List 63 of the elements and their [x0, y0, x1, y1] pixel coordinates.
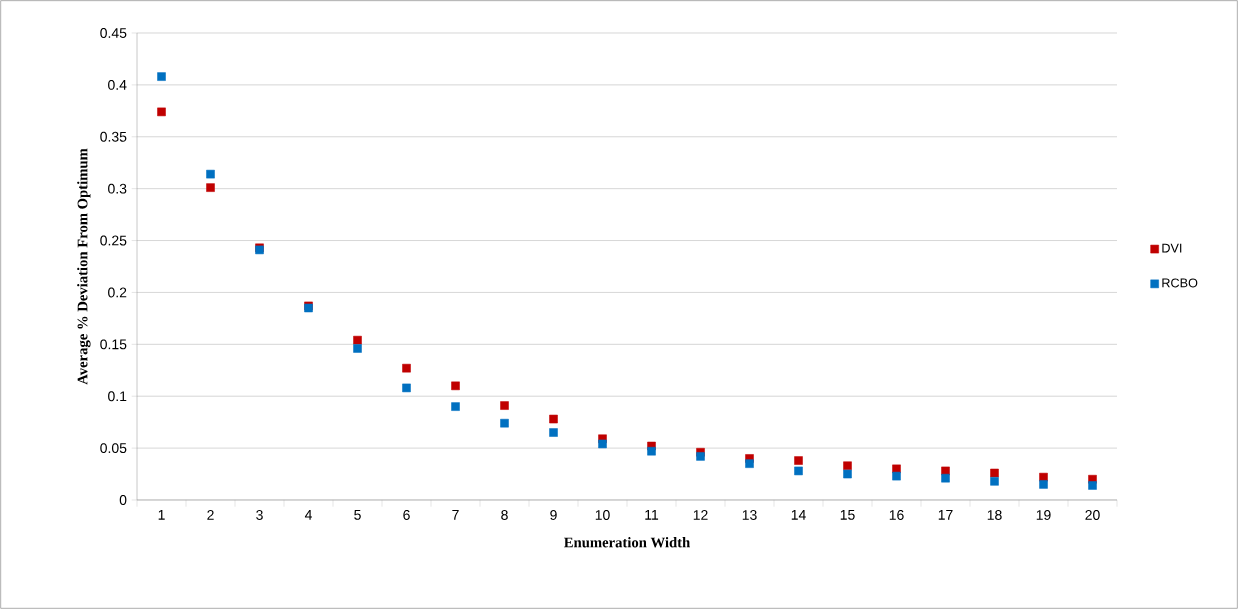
y-tick-label: 0 — [119, 495, 127, 505]
point — [157, 72, 166, 81]
point — [696, 452, 705, 461]
y-tick-label: 0.4 — [108, 79, 127, 90]
point — [1039, 480, 1048, 489]
point — [549, 414, 558, 424]
point — [451, 402, 460, 411]
point — [941, 473, 950, 483]
x-tick-label: 3 — [256, 510, 263, 520]
x-tick-label: 8 — [501, 510, 508, 520]
point — [647, 446, 656, 456]
x-tick-label: 15 — [840, 510, 855, 520]
x-tick-label: 10 — [595, 510, 610, 520]
point — [549, 428, 558, 437]
legend-label: DVI — [1162, 243, 1182, 253]
x-tick-label: 1 — [158, 510, 165, 520]
y-tick-label: 0.05 — [100, 443, 127, 454]
x-tick-label: 4 — [304, 510, 312, 520]
x-tick-label: 2 — [207, 510, 214, 520]
point — [402, 363, 411, 373]
y-axis-title: Average % Deviation From Optimum — [77, 148, 91, 385]
x-tick-label: 14 — [791, 510, 806, 520]
point — [598, 439, 607, 449]
x-tick-label: 7 — [452, 510, 459, 520]
x-tick-label: 13 — [742, 510, 757, 520]
y-tick-label: 0.15 — [100, 339, 127, 350]
point — [941, 466, 950, 476]
x-tick-label: 19 — [1036, 510, 1051, 520]
point — [157, 107, 166, 117]
x-tick-label: 20 — [1085, 510, 1100, 520]
point — [402, 383, 411, 393]
point — [206, 169, 215, 179]
x-tick-label: 18 — [987, 510, 1002, 520]
point — [990, 477, 999, 486]
point — [892, 471, 901, 481]
point — [500, 418, 509, 428]
x-tick-label: 16 — [889, 510, 904, 520]
point — [353, 335, 362, 345]
x-tick-label: 5 — [354, 510, 361, 520]
y-tick-label: 0.35 — [100, 131, 127, 142]
y-tick-label: 0.2 — [108, 287, 127, 298]
point — [745, 459, 754, 468]
point — [206, 183, 215, 192]
point — [843, 461, 852, 471]
y-tick-label: 0.45 — [100, 28, 127, 38]
point — [794, 456, 803, 465]
point — [843, 469, 852, 479]
point — [451, 381, 460, 391]
x-axis-title: Enumeration Width — [564, 537, 690, 548]
point — [353, 344, 362, 353]
legend-label: RCBO — [1162, 278, 1198, 288]
x-tick-label: 11 — [645, 510, 659, 520]
y-tick-label: 0.25 — [100, 235, 127, 246]
point — [500, 401, 509, 410]
point — [990, 468, 999, 478]
x-tick-label: 6 — [403, 510, 410, 520]
point — [794, 466, 803, 476]
point — [1088, 481, 1097, 490]
x-tick-label: 9 — [550, 510, 557, 520]
x-tick-label: 12 — [693, 510, 708, 520]
y-tick-label: 0.1 — [108, 391, 127, 402]
y-tick-label: 0.3 — [108, 183, 127, 194]
x-tick-label: 17 — [938, 510, 953, 520]
